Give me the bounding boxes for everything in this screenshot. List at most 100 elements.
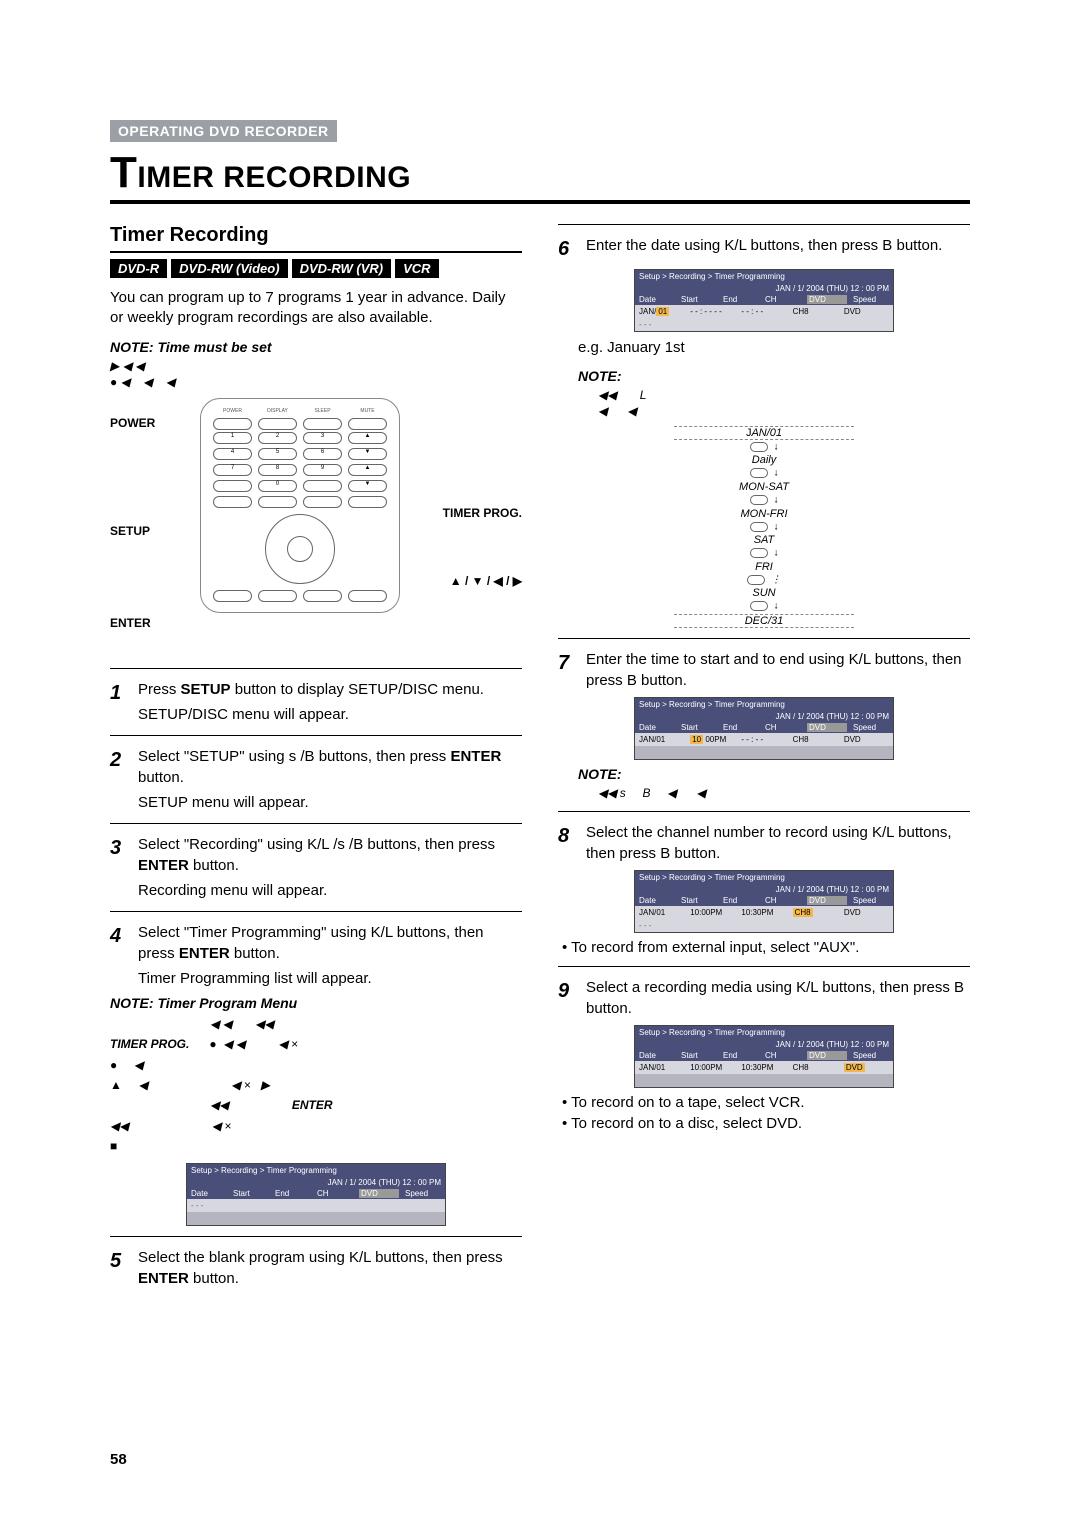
osd-col: Start bbox=[681, 723, 717, 732]
osd-cell: CH8 bbox=[793, 908, 838, 917]
osd-cell: 10:30PM bbox=[741, 908, 786, 917]
remote-button: 9 bbox=[303, 464, 342, 476]
rlabel: SLEEP bbox=[303, 409, 342, 414]
osd-cell: 10 00PM bbox=[690, 735, 735, 744]
osd-col: Date bbox=[639, 723, 675, 732]
osd-cell: - - : - - bbox=[741, 307, 786, 316]
osd-col: Start bbox=[233, 1189, 269, 1198]
remote-button: 4 bbox=[213, 448, 252, 460]
osd-cell: 10:00PM bbox=[690, 908, 735, 917]
osd-columns: Date Start End CH DVD Speed bbox=[635, 1050, 893, 1061]
step-2: 2 Select "SETUP" using s /B buttons, the… bbox=[110, 746, 522, 813]
badge-dvdr: DVD-R bbox=[110, 259, 167, 278]
note-tpm-title: NOTE: Timer Program Menu bbox=[110, 995, 522, 1011]
osd-cell: 10:00PM bbox=[690, 1063, 735, 1072]
osd-screenshot-time: Setup > Recording > Timer Programming JA… bbox=[634, 697, 894, 760]
separator bbox=[110, 911, 522, 912]
osd-highlight: 10 bbox=[690, 735, 703, 744]
step-bold: ENTER bbox=[138, 1270, 189, 1287]
osd-empty-row: - - - bbox=[187, 1199, 445, 1212]
osd-screenshot-channel: Setup > Recording > Timer Programming JA… bbox=[634, 870, 894, 933]
remote-button: 0 bbox=[258, 480, 297, 492]
step-number: 8 bbox=[558, 822, 576, 864]
separator bbox=[110, 1236, 522, 1237]
cycle-item: JJAN/01AN/01 bbox=[674, 426, 854, 440]
subsection-title: Timer Recording bbox=[110, 224, 522, 247]
badge-vcr: VCR bbox=[395, 259, 438, 278]
step-text: Select the channel number to record usin… bbox=[586, 824, 952, 862]
title-cap: T bbox=[110, 148, 137, 197]
osd-columns: Date Start End CH DVD Speed bbox=[187, 1188, 445, 1199]
step-number: 5 bbox=[110, 1247, 128, 1289]
step9-bullet-1: • To record on to a tape, select VCR. bbox=[572, 1094, 970, 1111]
osd-col: End bbox=[275, 1189, 311, 1198]
remote-button: 7 bbox=[213, 464, 252, 476]
osd-screenshot-media: Setup > Recording > Timer Programming JA… bbox=[634, 1025, 894, 1088]
remote-button bbox=[258, 418, 297, 430]
osd-col: Speed bbox=[853, 1051, 889, 1060]
remote-button: ▲ bbox=[348, 464, 387, 476]
step-7: 7 Enter the time to start and to end usi… bbox=[558, 649, 970, 691]
cycle-item: Daily bbox=[674, 454, 854, 466]
remote-button: 3 bbox=[303, 432, 342, 444]
down-arrow-icon: ↓ bbox=[674, 495, 854, 506]
cycle-item: FRI bbox=[674, 561, 854, 573]
remote-button: ▼ bbox=[348, 448, 387, 460]
step-text: Select a recording media using K/L butto… bbox=[586, 979, 964, 1017]
remote-button bbox=[213, 480, 252, 492]
down-arrow-icon: ↓ bbox=[674, 601, 854, 612]
osd-empty-row bbox=[635, 1074, 893, 1087]
step-3: 3 Select "Recording" using K/L /s /B but… bbox=[110, 834, 522, 901]
title-rule bbox=[110, 200, 970, 204]
rlabel: MUTE bbox=[348, 409, 387, 414]
section-tag: OPERATING DVD RECORDER bbox=[110, 120, 337, 142]
osd-col: DVD bbox=[807, 295, 847, 304]
osd-col: Date bbox=[639, 295, 675, 304]
step-bold: ENTER bbox=[450, 748, 501, 765]
note-time-set: NOTE: Time must be set bbox=[110, 339, 522, 355]
badge-dvdrw-vr: DVD-RW (VR) bbox=[292, 259, 392, 278]
step-text: Select "SETUP" using s /B buttons, then … bbox=[138, 748, 450, 765]
remote-button bbox=[258, 496, 297, 508]
page-title: TIMER RECORDING bbox=[110, 148, 970, 198]
right-column: 6 Enter the date using K/L buttons, then… bbox=[558, 224, 970, 1289]
osd-cell: CH8 bbox=[793, 1063, 838, 1072]
osd-cell: DVD bbox=[844, 1063, 889, 1072]
osd-datetime: JAN / 1/ 2004 (THU) 12 : 00 PM bbox=[635, 283, 893, 294]
osd-header: Setup > Recording > Timer Programming bbox=[635, 270, 893, 283]
osd-empty-row bbox=[187, 1212, 445, 1225]
remote-button bbox=[348, 590, 387, 602]
osd-col: Speed bbox=[405, 1189, 441, 1198]
step-after: SETUP menu will appear. bbox=[138, 792, 522, 813]
step-number: 1 bbox=[110, 679, 128, 725]
step-number: 2 bbox=[110, 746, 128, 813]
remote-button: 1 bbox=[213, 432, 252, 444]
step7-note-body: ◀◀ s B ◀ ◀ bbox=[598, 785, 970, 801]
osd-row: JAN/01 10 00PM - - : - - CH8 DVD bbox=[635, 733, 893, 746]
step-9: 9 Select a recording media using K/L but… bbox=[558, 977, 970, 1019]
osd-cell: JAN/01 bbox=[639, 1063, 684, 1072]
page-number: 58 bbox=[110, 1451, 127, 1468]
label-enter: ENTER bbox=[110, 616, 151, 630]
osd-screenshot-date: Setup > Recording > Timer Programming JA… bbox=[634, 269, 894, 332]
d-pad bbox=[265, 514, 335, 584]
step-number: 7 bbox=[558, 649, 576, 691]
label-power: POWER bbox=[110, 416, 155, 430]
remote-button bbox=[258, 590, 297, 602]
down-arrow-icon: ↓ bbox=[674, 442, 854, 453]
separator bbox=[558, 224, 970, 225]
osd-header: Setup > Recording > Timer Programming bbox=[635, 698, 893, 711]
remote-diagram: POWER DISPLAY SLEEP MUTE 1 2 3 ▲ 4 5 6 bbox=[200, 398, 400, 613]
step-text: button. bbox=[230, 945, 280, 962]
osd-header: Setup > Recording > Timer Programming bbox=[635, 871, 893, 884]
remote-button bbox=[213, 590, 252, 602]
step-number: 4 bbox=[110, 922, 128, 989]
step-text: button. bbox=[189, 857, 239, 874]
step-1: 1 Press SETUP button to display SETUP/DI… bbox=[110, 679, 522, 725]
note-time-set-sub: ▶ ◀ ◀● ◀ ◀ ◀ bbox=[110, 358, 522, 390]
step-bold: SETUP bbox=[181, 681, 231, 698]
osd-col: End bbox=[723, 1051, 759, 1060]
step-text: Enter the time to start and to end using… bbox=[586, 651, 962, 689]
separator bbox=[558, 638, 970, 639]
step8-bullet: • To record from external input, select … bbox=[572, 939, 970, 956]
